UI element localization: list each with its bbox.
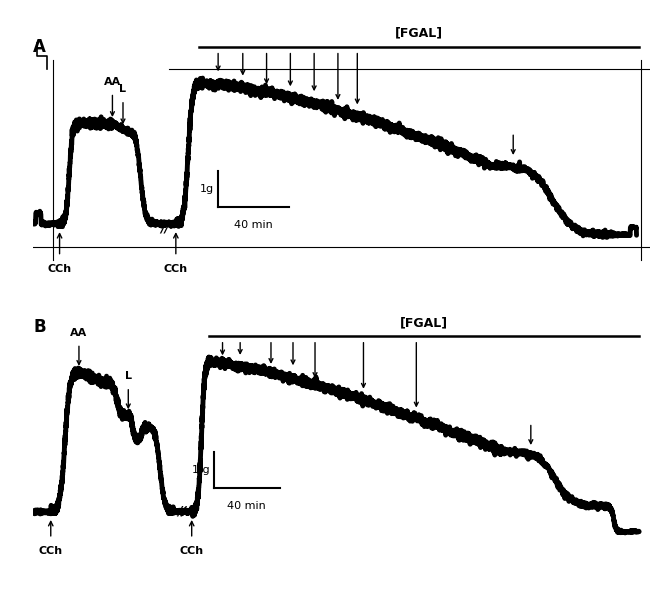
Text: L: L [125, 372, 132, 381]
Text: CCh: CCh [180, 546, 204, 556]
Text: [FGAL]: [FGAL] [400, 316, 448, 329]
Text: L: L [119, 84, 127, 94]
Text: CCh: CCh [164, 264, 188, 274]
Text: 40 min: 40 min [234, 220, 272, 230]
Text: 1g: 1g [200, 184, 213, 194]
Text: AA: AA [70, 328, 88, 338]
Text: CCh: CCh [48, 264, 72, 274]
Text: //: // [178, 504, 187, 517]
Text: A: A [33, 38, 46, 56]
Text: B: B [33, 318, 46, 336]
Text: CCh: CCh [38, 546, 63, 556]
Text: AA: AA [104, 77, 121, 87]
Text: [FGAL]: [FGAL] [395, 27, 443, 40]
Text: 1 g: 1 g [192, 465, 210, 475]
Text: 40 min: 40 min [227, 501, 266, 511]
Text: //: // [160, 222, 170, 235]
